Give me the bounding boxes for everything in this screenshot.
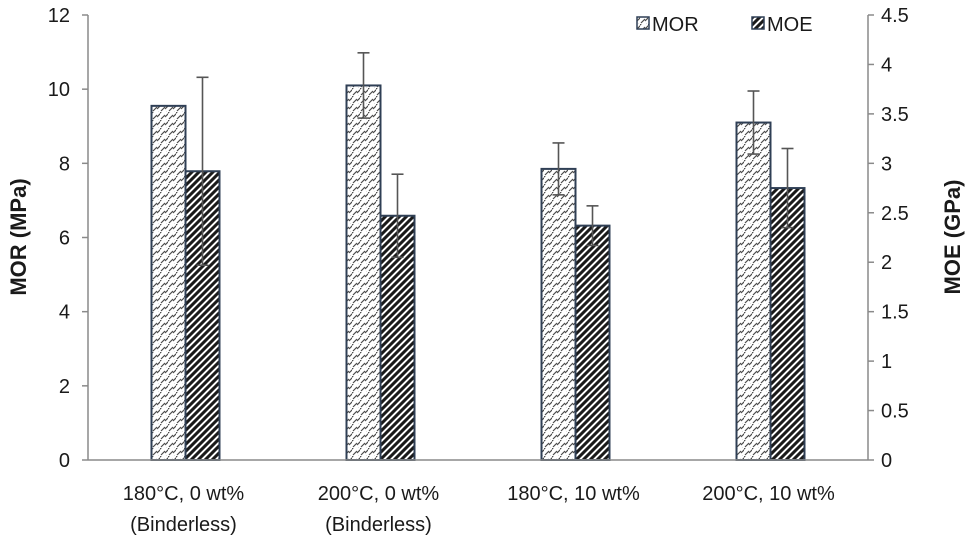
left-y-axis-title: MOR (MPa) (6, 178, 31, 295)
bar-moe-4 (769, 187, 806, 462)
left-tick-label: 6 (59, 228, 70, 250)
error-bar-moe-3 (586, 205, 599, 247)
left-tick-label: 12 (48, 5, 70, 27)
error-bar-moe-1 (196, 76, 209, 266)
category-labels: 180°C, 0 wt% (Binderless) 200°C, 0 wt% (Bin… (123, 483, 835, 536)
error-bar-mor-3 (552, 142, 565, 196)
error-bar-moe-4 (781, 147, 794, 229)
bar-mor-1 (150, 104, 187, 462)
legend: MOR MOE (636, 14, 813, 36)
category-label-line2: (Binderless) (325, 514, 432, 536)
bar-mor-4 (735, 121, 772, 462)
right-y-axis-title: MOE (GPa) (940, 180, 965, 295)
legend-swatch-moe (751, 16, 765, 30)
right-y-ticks: 0 0.5 1 1.5 2 2.5 3 3.5 4 4.5 (868, 5, 909, 472)
right-tick-label: 3 (881, 153, 892, 175)
right-tick-label: 3.5 (881, 104, 909, 126)
error-bars-layer (196, 52, 794, 266)
error-bar-moe-2 (391, 173, 404, 259)
left-tick-label: 2 (59, 376, 70, 398)
bar-moe-3 (574, 224, 611, 461)
right-tick-label: 4.5 (881, 5, 909, 27)
category-label-line1: 180°C, 10 wt% (507, 483, 640, 505)
right-tick-label: 0.5 (881, 401, 909, 423)
right-tick-label: 4 (881, 54, 892, 76)
left-tick-label: 10 (48, 79, 70, 101)
category-label-line1: 200°C, 0 wt% (318, 483, 440, 505)
left-tick-label: 8 (59, 153, 70, 175)
bar-mor-2 (345, 84, 382, 461)
right-tick-label: 0 (881, 450, 892, 472)
legend-label-moe: MOE (767, 14, 813, 36)
bars-layer (150, 84, 806, 462)
legend-label-mor: MOR (652, 14, 699, 36)
left-tick-label: 4 (59, 302, 70, 324)
legend-swatch-mor (636, 16, 650, 30)
right-tick-label: 1.5 (881, 302, 909, 324)
category-label-line1: 180°C, 0 wt% (123, 483, 245, 505)
right-tick-label: 1 (881, 351, 892, 373)
category-label-line1: 200°C, 10 wt% (702, 483, 835, 505)
left-tick-label: 0 (59, 450, 70, 472)
bar-mor-3 (540, 167, 577, 461)
category-label-line2: (Binderless) (130, 514, 237, 536)
error-bar-mor-4 (747, 90, 760, 155)
left-y-ticks: 0 2 4 6 8 10 12 (48, 5, 88, 472)
error-bar-mor-2 (357, 52, 370, 119)
right-tick-label: 2.5 (881, 203, 909, 225)
right-tick-label: 2 (881, 252, 892, 274)
